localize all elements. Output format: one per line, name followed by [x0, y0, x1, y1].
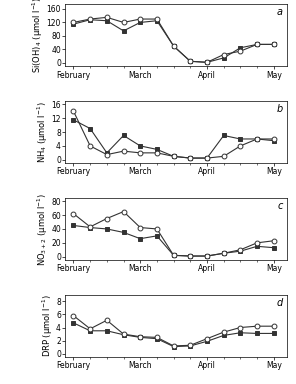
Text: d: d [276, 298, 283, 308]
Text: b: b [276, 104, 283, 114]
Y-axis label: NH$_4$ (μmol l$^{-1}$): NH$_4$ (μmol l$^{-1}$) [36, 101, 50, 163]
Text: a: a [277, 7, 283, 17]
Text: c: c [277, 201, 283, 211]
Y-axis label: NO$_{3+2}$ (μmol l$^{-1}$): NO$_{3+2}$ (μmol l$^{-1}$) [36, 192, 50, 266]
Y-axis label: Si(OH)$_4$ (μmol l$^{-1}$): Si(OH)$_4$ (μmol l$^{-1}$) [31, 0, 45, 73]
Y-axis label: DRP (μmol l$^{-1}$): DRP (μmol l$^{-1}$) [40, 295, 55, 357]
